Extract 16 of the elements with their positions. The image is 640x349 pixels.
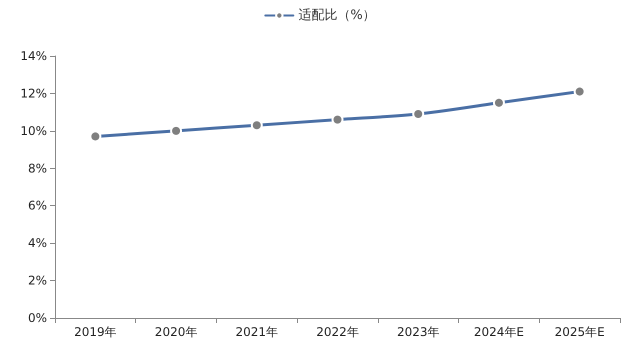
y-tick-label: 12% [20,86,47,100]
y-tick-label: 14% [20,49,47,63]
x-tick-label: 2024年E [474,325,524,339]
x-tick-label: 2023年 [396,325,440,339]
legend-label: 适配比（%） [298,8,376,23]
y-tick-label: 6% [28,198,47,213]
x-tick-label: 2020年 [154,325,198,339]
y-tick-label: 0% [28,311,47,325]
y-tick-label: 2% [28,274,47,288]
x-tick-label: 2022年 [316,325,359,339]
x-tick-label: 2025年E [554,325,605,339]
y-tick-label: 8% [28,161,47,176]
y-tick-label: 10% [20,124,47,138]
y-tick-label: 4% [28,236,47,250]
x-tick-label: 2021年 [236,325,278,339]
x-tick-label: 2019年 [74,325,117,339]
